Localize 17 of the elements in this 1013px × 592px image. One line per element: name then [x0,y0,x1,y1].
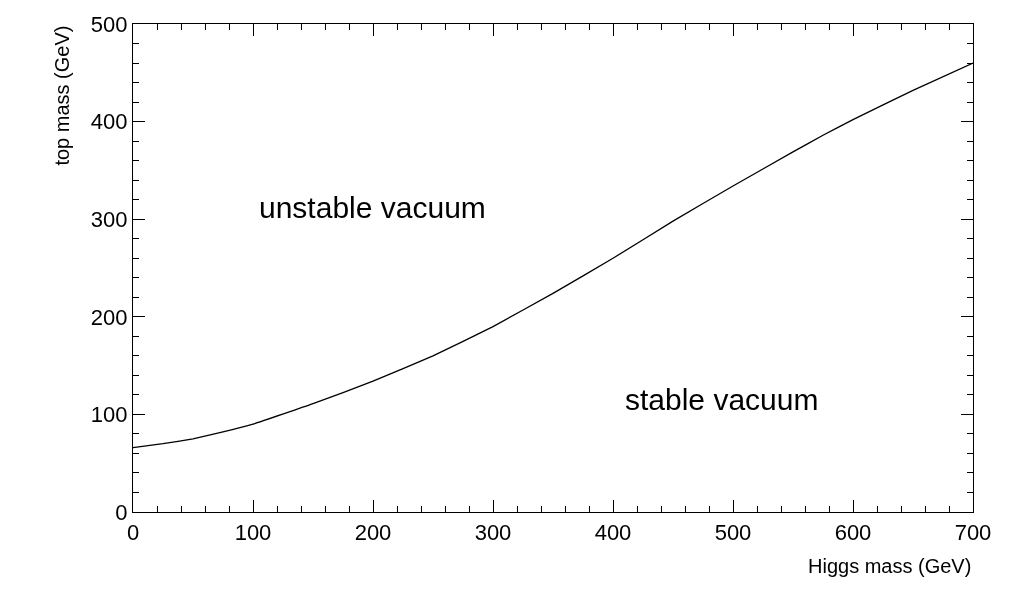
x-tick-label: 600 [834,519,872,545]
x-tick-label: 400 [594,519,632,545]
y-tick-label: 0 [115,499,128,525]
y-tick-label: 500 [90,11,128,37]
x-tick-label: 200 [354,519,392,545]
y-axis-title: top mass (GeV) [50,25,73,166]
y-tick-label: 300 [90,206,128,232]
x-tick-label: 300 [474,519,512,545]
annotation: stable vacuum [625,383,819,416]
x-tick-label: 700 [954,519,992,545]
y-tick-label: 100 [90,402,128,428]
x-axis-title: Higgs mass (GeV) [808,555,972,577]
annotation: unstable vacuum [259,191,486,224]
x-tick-label: 100 [234,519,272,545]
y-tick-label: 200 [90,304,128,330]
x-tick-label: 500 [714,519,752,545]
y-tick-label: 400 [90,109,128,135]
